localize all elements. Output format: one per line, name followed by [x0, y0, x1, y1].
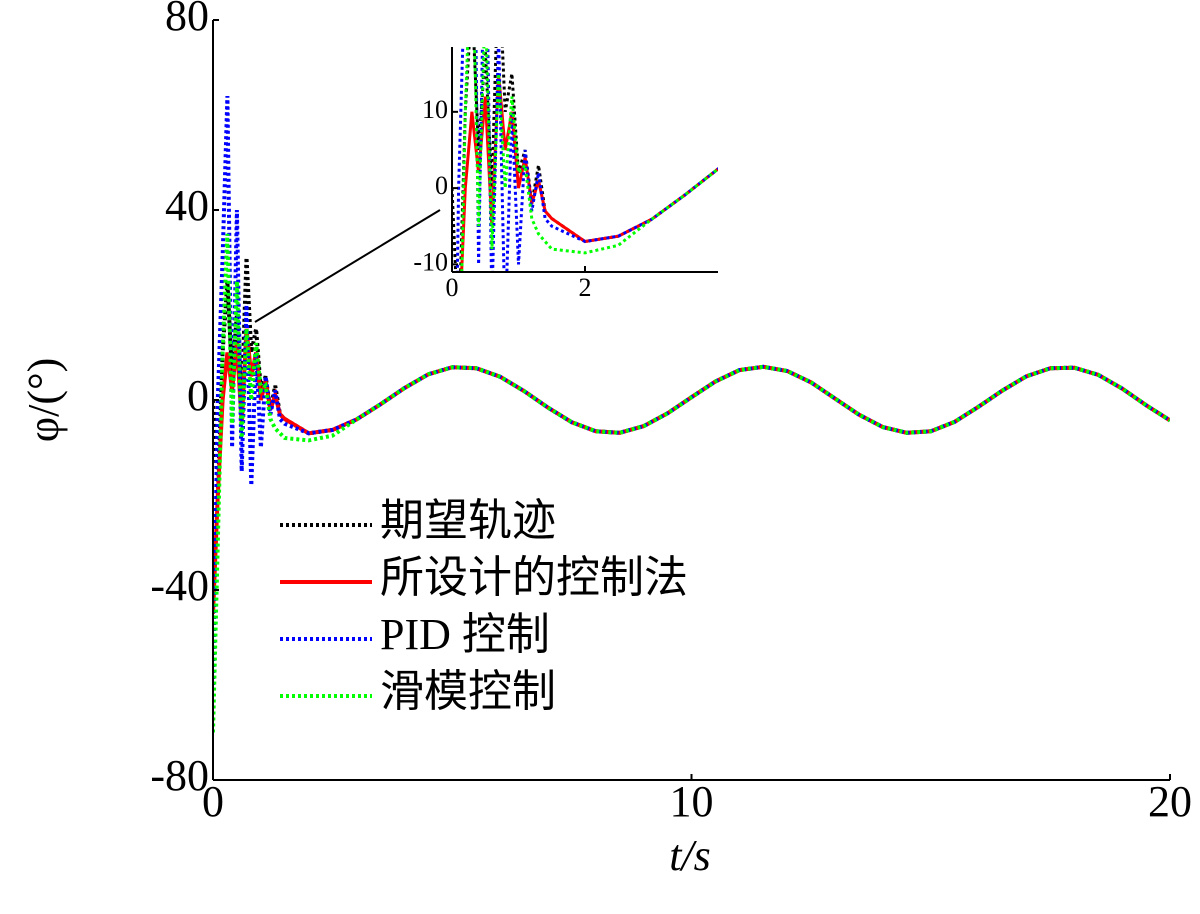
x-tick-label: 20: [1148, 777, 1192, 826]
series-line: [213, 328, 1170, 614]
y-tick-label: -80: [150, 751, 209, 800]
y-tick-label: -10: [413, 247, 448, 276]
y-tick-label: 40: [165, 181, 209, 230]
plot-area: [452, 47, 718, 272]
y-axis-label: φ/(°): [19, 358, 68, 443]
y-tick-label: 0: [435, 171, 448, 200]
legend-label: 滑模控制: [380, 667, 556, 716]
y-tick-label: -40: [150, 561, 209, 610]
zoom-connector: [254, 209, 441, 323]
legend-label: 所设计的控制法: [380, 553, 688, 602]
x-tick-label: 2: [579, 273, 592, 302]
x-tick-label: 10: [670, 777, 714, 826]
series-line: [460, 47, 718, 272]
y-tick-label: 80: [165, 0, 209, 40]
y-tick-label: 10: [422, 95, 448, 124]
y-tick-label: 0: [187, 371, 209, 420]
x-tick-label: 0: [202, 777, 224, 826]
legend-label: PID 控制: [380, 610, 550, 659]
series-line: [213, 233, 1170, 733]
plot-area: [213, 95, 1170, 733]
x-tick-label: 0: [446, 273, 459, 302]
legend-label: 期望轨迹: [380, 496, 556, 545]
x-axis-label: t/s: [669, 831, 711, 880]
